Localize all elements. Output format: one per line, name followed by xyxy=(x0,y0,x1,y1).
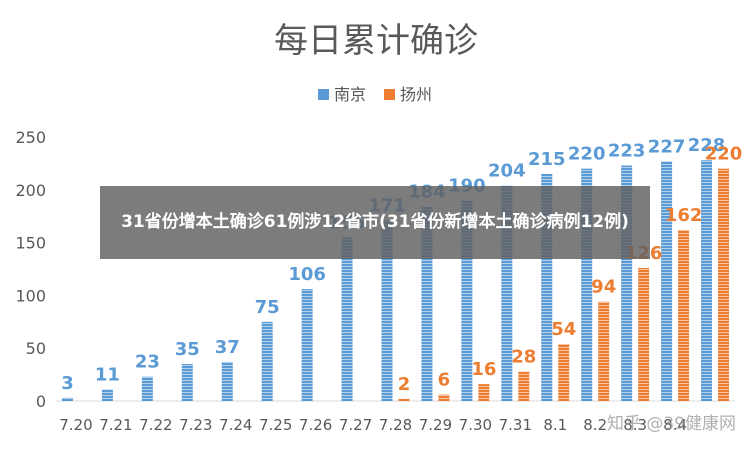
x-tick-label: 7.20 xyxy=(59,416,92,434)
data-label: 6 xyxy=(438,370,451,391)
chart-title: 每日累计确诊 xyxy=(274,21,478,61)
x-tick-label: 7.22 xyxy=(139,416,172,434)
data-label: 227 xyxy=(648,136,686,157)
data-label: 54 xyxy=(551,319,576,340)
data-label: 28 xyxy=(511,346,536,367)
data-label: 223 xyxy=(608,141,646,162)
bars xyxy=(61,160,730,401)
data-label: 16 xyxy=(471,359,496,380)
x-tick-label: 7.21 xyxy=(99,416,132,434)
data-label: 11 xyxy=(95,364,120,385)
bar-yangzhou xyxy=(398,398,410,401)
bar-nanjing xyxy=(141,376,153,401)
bar-yangzhou xyxy=(678,229,690,401)
y-tick-label: 250 xyxy=(15,128,46,147)
bar-yangzhou xyxy=(638,267,650,401)
legend-swatch xyxy=(384,89,395,100)
bar-yangzhou xyxy=(558,343,570,401)
y-tick-label: 0 xyxy=(36,392,46,411)
x-tick-label: 7.29 xyxy=(419,416,452,434)
bar-nanjing xyxy=(661,161,673,401)
data-label: 23 xyxy=(135,352,160,373)
data-label: 228 xyxy=(688,135,726,156)
x-tick-label: 7.28 xyxy=(379,416,412,434)
legend-label: 扬州 xyxy=(400,85,432,104)
x-tick-label: 7.31 xyxy=(499,416,532,434)
data-label: 162 xyxy=(665,205,703,226)
bar-yangzhou xyxy=(438,394,450,401)
headline-banner: 31省份增本土确诊61例涉12省市(31省份新增本土确诊病例12例) xyxy=(100,186,650,259)
bar-yangzhou xyxy=(478,384,490,401)
bar-nanjing xyxy=(221,361,233,401)
bar-nanjing xyxy=(461,200,473,401)
bar-nanjing xyxy=(621,165,633,401)
y-tick-label: 100 xyxy=(15,286,46,305)
bar-nanjing xyxy=(421,206,433,401)
x-tick-label: 7.30 xyxy=(459,416,492,434)
bar-nanjing xyxy=(541,173,553,401)
legend-label: 南京 xyxy=(334,85,366,104)
legend: 南京 扬州 xyxy=(318,85,432,104)
bar-nanjing xyxy=(701,160,713,401)
data-label: 220 xyxy=(705,144,743,165)
x-tick-label: 7.23 xyxy=(179,416,212,434)
bar-nanjing xyxy=(261,321,273,401)
data-label: 2 xyxy=(398,374,411,395)
data-label: 215 xyxy=(528,149,566,170)
bar-yangzhou xyxy=(598,301,610,401)
axes: 0 50 100 150 200 250 7.20 7.21 7.22 7.23 7.24 7.25 7… xyxy=(15,128,735,434)
x-tick-label: 8.1 xyxy=(543,416,567,434)
data-label: 220 xyxy=(568,144,606,165)
x-tick-label: 7.24 xyxy=(219,416,252,434)
legend-swatch xyxy=(318,89,329,100)
bar-nanjing xyxy=(581,168,593,401)
y-tick-label: 200 xyxy=(15,181,46,200)
watermark: 知乎 @39健康网 xyxy=(606,414,736,434)
bar-yangzhou xyxy=(518,371,530,401)
data-label: 204 xyxy=(488,161,526,182)
bar-yangzhou xyxy=(718,168,730,401)
bar-nanjing xyxy=(181,364,193,401)
bar-nanjing xyxy=(341,237,353,401)
y-tick-label: 50 xyxy=(26,339,46,358)
data-label: 75 xyxy=(255,297,280,318)
x-tick-label: 8.4 xyxy=(663,416,687,434)
data-label: 3 xyxy=(61,373,74,394)
data-label: 106 xyxy=(288,264,326,285)
data-label: 37 xyxy=(215,337,240,358)
data-label: 94 xyxy=(591,277,616,298)
x-tick-label: 8.3 xyxy=(623,416,647,434)
x-tick-label: 7.26 xyxy=(299,416,332,434)
bar-nanjing xyxy=(101,389,113,401)
data-label: 35 xyxy=(175,339,200,360)
bar-nanjing xyxy=(501,185,513,401)
bar-nanjing xyxy=(301,289,313,401)
y-tick-label: 150 xyxy=(15,234,46,253)
x-tick-label: 7.27 xyxy=(339,416,372,434)
bar-nanjing xyxy=(61,397,73,401)
bar-nanjing xyxy=(381,220,393,401)
x-tick-label: 7.25 xyxy=(259,416,292,434)
x-tick-label: 8.2 xyxy=(583,416,607,434)
